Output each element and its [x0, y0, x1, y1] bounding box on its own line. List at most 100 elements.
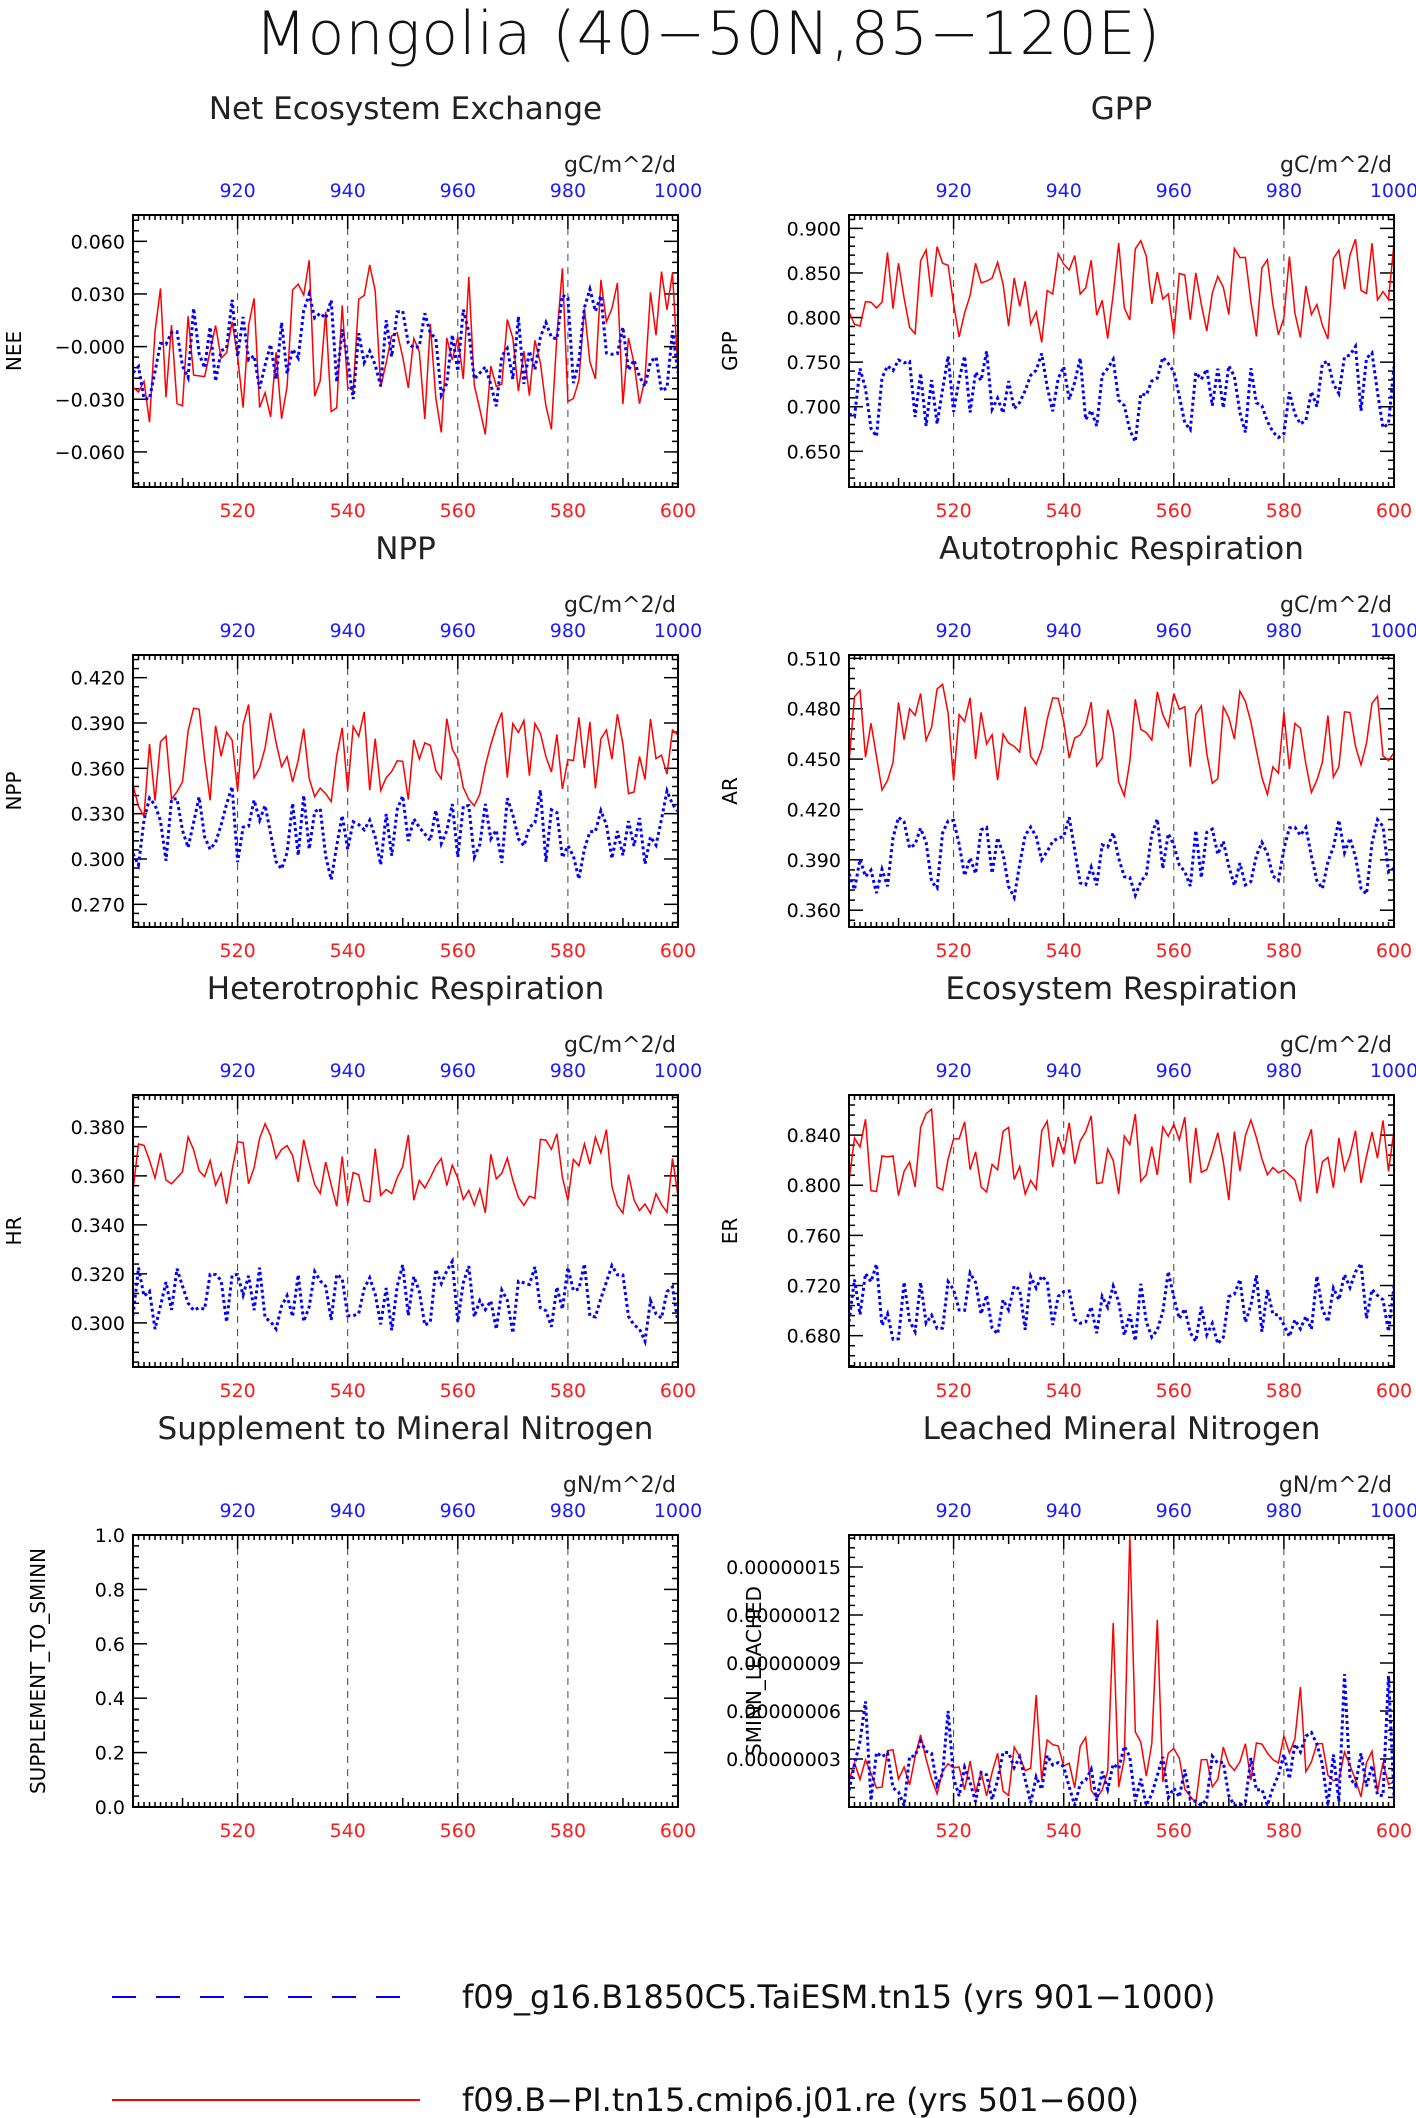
x-tick-label-top: 1000 [654, 180, 702, 202]
x-tick-label-top: 920 [935, 1500, 971, 1522]
panel-title: Net Ecosystem Exchange [209, 91, 602, 127]
x-tick-label-top: 1000 [654, 1500, 702, 1522]
x-tick-label-bottom: 540 [330, 1380, 366, 1402]
y-tick-label: 0.0 [95, 1797, 125, 1819]
y-tick-label: 0.00000006 [726, 1701, 841, 1723]
units-label: gN/m^2/d [563, 1473, 676, 1498]
x-tick-label-top: 1000 [1370, 1500, 1416, 1522]
x-tick-label-top: 920 [935, 180, 971, 202]
units-label: gC/m^2/d [564, 153, 676, 178]
series-line-blue-dashed [133, 785, 678, 881]
legend: f09_g16.B1850C5.TaiESM.tn15 (yrs 901−100… [112, 1978, 1215, 2118]
x-tick-label-bottom: 520 [219, 1820, 255, 1842]
x-tick-label-bottom: 560 [1156, 500, 1192, 522]
x-tick-label-top: 980 [1266, 1500, 1302, 1522]
legend-label-red: f09.B−PI.tn15.cmip6.j01.re (yrs 501−600) [462, 2081, 1139, 2118]
x-tick-label-top: 940 [1046, 620, 1082, 642]
x-tick-label-bottom: 560 [440, 1380, 476, 1402]
x-tick-label-top: 960 [1156, 1500, 1192, 1522]
chart-panel-4: Autotrophic Respiration gC/m^2/d 520 540 560… [718, 531, 1416, 962]
y-tick-label: 0.300 [71, 1313, 125, 1335]
x-tick-label-top: 940 [330, 180, 366, 202]
x-tick-label-bottom: 520 [935, 1820, 971, 1842]
x-tick-label-bottom: 560 [1156, 940, 1192, 962]
y-tick-label: 0.6 [95, 1634, 125, 1656]
y-axis-label: HR [2, 1216, 26, 1245]
x-tick-label-bottom: 600 [1376, 1380, 1412, 1402]
units-label: gC/m^2/d [564, 593, 676, 618]
x-tick-label-bottom: 540 [1046, 1380, 1082, 1402]
y-tick-label: 0.760 [787, 1225, 841, 1247]
x-tick-label-bottom: 520 [935, 1380, 971, 1402]
x-tick-label-top: 940 [1046, 1500, 1082, 1522]
panel-title: Supplement to Mineral Nitrogen [158, 1411, 654, 1447]
series-line-red [849, 1107, 1394, 1202]
x-tick-label-bottom: 600 [660, 500, 696, 522]
x-tick-label-top: 960 [440, 1500, 476, 1522]
y-tick-label: 0.480 [787, 699, 841, 721]
y-tick-label: 0.00000003 [726, 1749, 841, 1771]
y-tick-label: 0.380 [71, 1117, 125, 1139]
x-tick-label-top: 1000 [1370, 620, 1416, 642]
y-tick-label: 0.00000015 [726, 1557, 841, 1579]
x-tick-label-bottom: 520 [935, 500, 971, 522]
y-tick-label: 0.680 [787, 1326, 841, 1348]
y-tick-label: 0.060 [71, 231, 125, 253]
x-tick-label-top: 920 [219, 1060, 255, 1082]
x-tick-label-bottom: 600 [660, 1380, 696, 1402]
x-tick-label-top: 960 [1156, 180, 1192, 202]
x-tick-label-bottom: 560 [440, 940, 476, 962]
y-tick-label: 0.00000009 [726, 1653, 841, 1675]
x-tick-label-top: 940 [1046, 180, 1082, 202]
y-tick-label: −0.030 [55, 389, 125, 411]
x-tick-label-bottom: 540 [1046, 1820, 1082, 1842]
x-tick-label-bottom: 600 [660, 940, 696, 962]
y-tick-label: 0.360 [71, 758, 125, 780]
x-tick-label-bottom: 560 [1156, 1820, 1192, 1842]
panel-title: Autotrophic Respiration [939, 531, 1304, 567]
y-tick-label: 0.420 [787, 799, 841, 821]
y-tick-label: 0.300 [71, 849, 125, 871]
panel-title: Leached Mineral Nitrogen [923, 1411, 1321, 1447]
x-tick-label-bottom: 540 [1046, 500, 1082, 522]
x-tick-label-bottom: 580 [1266, 500, 1302, 522]
y-tick-label: 0.2 [95, 1743, 125, 1765]
plot-frame [848, 1534, 1395, 1808]
series-line-blue-dashed [849, 814, 1394, 903]
y-tick-label: 0.850 [787, 263, 841, 285]
y-tick-label: −0.000 [55, 337, 125, 359]
y-tick-label: 0.8 [95, 1579, 125, 1601]
plot-frame [848, 214, 1395, 488]
panel-title: NPP [375, 531, 436, 567]
x-tick-label-bottom: 580 [550, 1380, 586, 1402]
x-tick-label-top: 1000 [1370, 1060, 1416, 1082]
y-axis-label: SMINN_LEACHED [742, 1586, 766, 1756]
x-tick-label-top: 920 [935, 1060, 971, 1082]
plot-frame [132, 1534, 679, 1808]
units-label: gC/m^2/d [1280, 1033, 1392, 1058]
x-tick-label-top: 920 [935, 620, 971, 642]
chart-panel-7: Supplement to Mineral Nitrogen gN/m^2/d 52… [26, 1411, 702, 1842]
panel-title: Heterotrophic Respiration [207, 971, 604, 1007]
x-tick-label-bottom: 520 [219, 1380, 255, 1402]
series-line-red [133, 1121, 678, 1216]
plot-frame [132, 214, 679, 488]
x-tick-label-top: 960 [440, 180, 476, 202]
y-tick-label: 0.840 [787, 1125, 841, 1147]
x-tick-label-top: 980 [550, 620, 586, 642]
legend-label-blue: f09_g16.B1850C5.TaiESM.tn15 (yrs 901−100… [462, 1978, 1215, 2016]
x-tick-label-top: 980 [1266, 620, 1302, 642]
y-tick-label: 0.800 [787, 308, 841, 330]
series-line-blue-dashed [133, 283, 678, 407]
x-tick-label-top: 940 [330, 620, 366, 642]
chart-panel-2: GPP gC/m^2/d 520 540 560 580 600 920 940 960 980 10… [718, 91, 1416, 522]
y-tick-label: 0.360 [787, 900, 841, 922]
x-tick-label-bottom: 560 [1156, 1380, 1192, 1402]
y-axis-label: NEE [2, 331, 26, 371]
x-tick-label-bottom: 540 [1046, 940, 1082, 962]
x-tick-label-bottom: 600 [1376, 940, 1412, 962]
y-tick-label: 0.700 [787, 397, 841, 419]
plot-frame [848, 654, 1395, 928]
x-tick-label-top: 980 [550, 1060, 586, 1082]
